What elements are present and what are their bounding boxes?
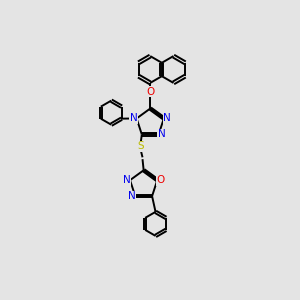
Text: N: N bbox=[130, 113, 137, 123]
Text: N: N bbox=[158, 129, 166, 140]
Text: N: N bbox=[123, 175, 131, 185]
Text: O: O bbox=[157, 175, 165, 185]
Text: N: N bbox=[128, 191, 136, 201]
Text: S: S bbox=[137, 142, 144, 152]
Text: N: N bbox=[163, 113, 171, 123]
Text: O: O bbox=[146, 87, 154, 97]
